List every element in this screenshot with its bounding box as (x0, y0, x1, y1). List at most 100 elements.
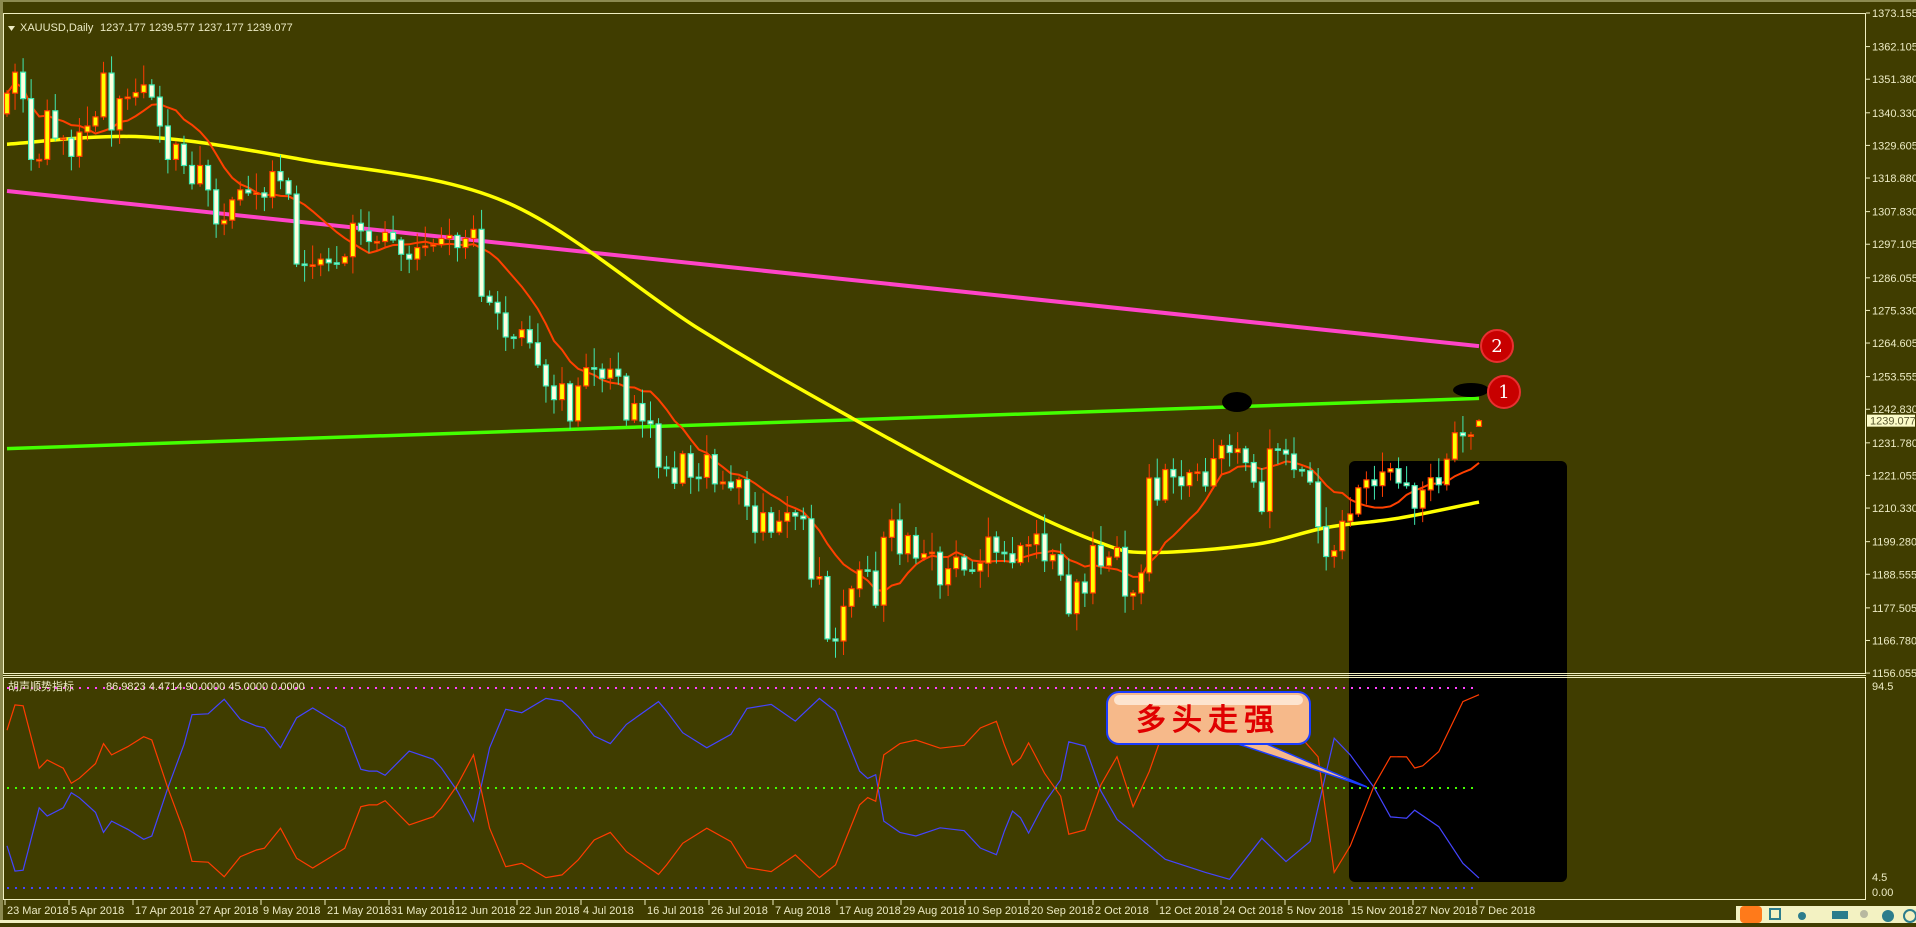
candle-body-bear (768, 512, 775, 533)
punctuation-icon[interactable] (1798, 912, 1806, 920)
time-tick-label: 17 Apr 2018 (135, 905, 194, 917)
dropdown-triangle-icon[interactable] (8, 26, 15, 31)
candle-body-bear (1057, 554, 1064, 576)
candle (864, 555, 871, 577)
candle (1049, 548, 1056, 570)
candle (1162, 463, 1169, 503)
candle-body-bear (534, 342, 541, 366)
candle (920, 539, 928, 562)
candle (953, 540, 960, 578)
candle (1250, 454, 1257, 488)
candle (1347, 497, 1354, 528)
price-tick-label: 1188.555 (1872, 569, 1916, 581)
candle-body-bull (1025, 544, 1032, 547)
candle (1258, 468, 1265, 515)
candle-body-bull (1355, 487, 1362, 515)
candle-body-bear (542, 364, 550, 387)
candle-body-bear (164, 125, 171, 161)
candle (156, 85, 163, 143)
skin-icon[interactable] (1882, 910, 1894, 922)
candle (381, 221, 389, 248)
candle (349, 214, 356, 274)
price-axis: 1373.155 1362.105 1351.380 1340.330 1329.605… (1866, 8, 1916, 680)
candle (945, 557, 952, 597)
indicator-series (6, 691, 1480, 880)
ime-toolbar[interactable] (1736, 906, 1916, 923)
candle-body-bull (269, 170, 276, 198)
indicator-axis-bottom: 0.00 (1872, 887, 1893, 899)
candle-body-bull (920, 553, 928, 559)
price-tick-label: 1362.105 (1872, 42, 1916, 54)
settings-icon[interactable] (1903, 909, 1916, 923)
candle (896, 503, 903, 566)
candle-body-bull (518, 329, 525, 339)
candle-body-bull (928, 551, 936, 555)
price-tick-label: 1373.155 (1872, 8, 1916, 20)
candle-body-bear (727, 481, 735, 489)
candle (438, 227, 445, 248)
dot-icon[interactable] (1860, 910, 1868, 918)
candle-body-bear (510, 336, 517, 340)
candle (277, 154, 284, 190)
candle (3, 90, 11, 117)
callout-bullish-strengthening: 多头走强 (1106, 691, 1368, 788)
price-tick-label: 1351.380 (1872, 74, 1916, 86)
candle (1218, 439, 1225, 476)
candle-body-bull (856, 569, 863, 590)
candle (575, 377, 582, 427)
candle-body-bull (904, 534, 911, 555)
time-tick-label: 7 Aug 2018 (775, 905, 831, 917)
time-tick-label: 10 Sep 2018 (967, 905, 1029, 917)
candle (639, 389, 646, 438)
candle-body-bull (229, 199, 236, 221)
candle-body-bull (140, 84, 147, 94)
candle (1025, 536, 1032, 563)
candle-body-bear (148, 84, 155, 98)
candle-body-bull (92, 116, 99, 127)
candle-body-bear (969, 569, 976, 572)
candle-body-bull (1339, 520, 1346, 552)
candle (647, 401, 654, 438)
candle-body-bull (381, 231, 389, 243)
candle (1371, 465, 1378, 500)
time-tick-label: 15 Nov 2018 (1351, 905, 1413, 917)
candle (462, 229, 469, 259)
candle-body-bear (180, 143, 188, 167)
time-tick-label: 27 Nov 2018 (1415, 905, 1477, 917)
candle-body-bear (52, 110, 59, 139)
price-tick-label: 1156.055 (1872, 668, 1916, 680)
candle (333, 246, 340, 269)
price-tick-label: 1166.780 (1872, 635, 1916, 647)
candle-body-bear (1274, 448, 1282, 451)
indicator-frame (3, 677, 1866, 900)
time-tick-label: 24 Oct 2018 (1223, 905, 1283, 917)
keyboard-icon[interactable] (1832, 911, 1848, 919)
candle-body-bull (1089, 544, 1097, 594)
chinese-mode-icon[interactable] (1769, 908, 1781, 920)
sogou-logo-icon[interactable] (1740, 906, 1762, 923)
candle-body-bear (406, 253, 413, 260)
candle-body-bull (1073, 581, 1080, 615)
candle-body-bear (1009, 553, 1016, 564)
candle (1363, 471, 1370, 505)
candle-body-bull (462, 237, 469, 249)
candle (872, 551, 879, 609)
candle (172, 141, 180, 171)
time-tick-label: 23 Mar 2018 (7, 905, 69, 917)
candle (196, 146, 204, 187)
candle-body-bear (655, 423, 662, 468)
candle-body-bull (414, 246, 421, 260)
candle (1178, 460, 1185, 500)
candle (808, 504, 815, 588)
candle (269, 160, 276, 209)
candle (743, 471, 751, 521)
price-tick-label: 1275.330 (1872, 305, 1916, 317)
candle (204, 159, 212, 207)
candle-body-bull (977, 562, 984, 572)
candle (1113, 536, 1121, 561)
candle (848, 585, 855, 618)
candle (784, 495, 791, 538)
candle-body-bear (1323, 526, 1330, 558)
